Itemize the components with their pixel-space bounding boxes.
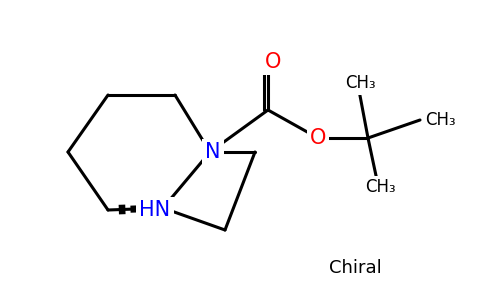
Text: CH₃: CH₃ xyxy=(425,111,455,129)
Text: O: O xyxy=(265,52,281,72)
Text: HN: HN xyxy=(139,200,170,220)
Text: CH₃: CH₃ xyxy=(345,74,375,92)
Text: CH₃: CH₃ xyxy=(364,178,395,196)
Text: Chiral: Chiral xyxy=(329,259,381,277)
Text: O: O xyxy=(310,128,326,148)
Text: N: N xyxy=(205,142,221,162)
